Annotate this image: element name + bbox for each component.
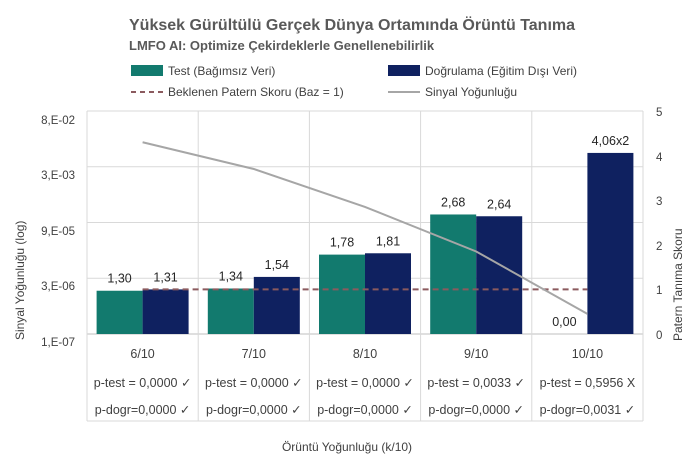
legend-label-dogrulama: Doğrulama (Eğitim Dışı Veri) [425,64,577,78]
p-dogr-label: p-dogr=0,0000 ✓ [428,403,524,417]
data-label-dogrulama: 1,54 [265,258,289,272]
category-label: 10/10 [572,347,603,361]
p-dogr-label: p-dogr=0,0031 ✓ [540,403,636,417]
category-label: 6/10 [130,347,154,361]
category-label: 9/10 [464,347,488,361]
p-test-label: p-test = 0,0033 ✓ [427,376,525,390]
y-axis-title-left: Sinyal Yoğunluğu (log) [13,221,27,340]
legend-label-signal: Sinyal Yoğunluğu [425,85,517,99]
bar-test [430,214,477,334]
data-label-test: 1,34 [219,270,243,284]
left-tick: 3,E-03 [41,170,75,182]
right-tick: 5 [656,107,662,119]
right-tick: 2 [656,241,662,253]
p-test-label: p-test = 0,0000 ✓ [316,376,414,390]
p-test-label: p-test = 0,0000 ✓ [205,376,303,390]
category-label: 8/10 [353,347,377,361]
bar-dogrulama [587,152,634,334]
right-tick: 3 [656,196,662,208]
category-label: 7/10 [242,347,266,361]
left-tick: 8,E-02 [41,115,75,127]
x-axis-title: Örüntü Yoğunluğu (k/10) [282,440,412,454]
left-axis: 8,E-02 3,E-03 9,E-05 3,E-06 1,E-07 [41,115,75,349]
right-axis: 5 4 3 2 1 0 [656,107,663,342]
legend-swatch-dogrulama [388,65,420,76]
data-label-dogrulama: 4,06x2 [592,134,630,148]
chart-subtitle: LMFO AI: Optimize Çekirdeklerle Genellen… [129,38,435,53]
p-dogr-label: p-dogr=0,0000 ✓ [317,403,413,417]
bar-test [319,254,365,334]
data-label-dogrulama: 1,31 [153,270,177,284]
left-tick: 1,E-07 [41,337,75,349]
right-tick: 1 [656,285,662,297]
legend: Test (Bağımsız Veri) Doğrulama (Eğitim D… [131,64,577,99]
data-label-test: 1,78 [330,236,354,250]
data-label-dogrulama: 1,81 [376,234,400,248]
bar-dogrulama [253,276,300,334]
data-label-dogrulama: 2,64 [487,197,511,211]
right-tick: 0 [656,330,662,342]
right-tick: 4 [656,152,663,164]
data-label-test: 1,30 [107,272,131,286]
plot-area: 1,30 1,31 6/10 p-test = 0,0000 ✓ p-dogr=0,00… [86,110,644,422]
legend-swatch-test [131,65,163,76]
left-tick: 9,E-05 [41,226,75,238]
data-label-test: 0,00 [552,315,576,329]
bar-test [207,288,254,334]
p-dogr-label: p-dogr=0,0000 ✓ [95,403,191,417]
bar-test [96,290,143,334]
bar-dogrulama [476,216,523,334]
legend-label-test: Test (Bağımsız Veri) [168,64,275,78]
p-dogr-label: p-dogr=0,0000 ✓ [206,403,302,417]
left-tick: 3,E-06 [41,281,75,293]
bar-dogrulama [142,289,189,334]
p-test-label: p-test = 0,5956 X [540,376,636,390]
chart-title: Yüksek Gürültülü Gerçek Dünya Ortamında … [129,15,575,34]
legend-label-baseline: Beklenen Patern Skoru (Baz = 1) [168,85,344,99]
y-axis-title-right: Patern Tanıma Skoru [671,228,685,341]
signal-line [142,141,588,315]
bar-dogrulama [365,253,411,334]
p-test-label: p-test = 0,0000 ✓ [94,376,192,390]
data-label-test: 2,68 [441,195,465,209]
